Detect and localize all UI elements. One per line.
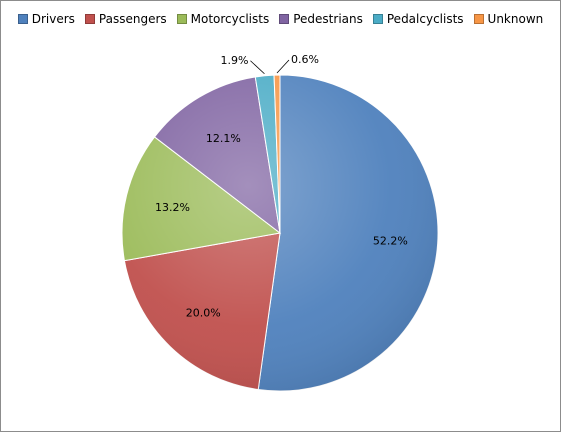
data-label-passengers: 20.0%: [186, 307, 221, 320]
legend-swatch-pedestrians: [279, 14, 290, 24]
legend-item-unknown: Unknown: [473, 12, 544, 26]
legend-item-pedalcyclists: Pedalcyclists: [372, 12, 464, 26]
legend-label-pedestrians: Pedestrians: [293, 12, 363, 26]
legend-label-unknown: Unknown: [487, 12, 544, 26]
pie-shading: [122, 75, 438, 391]
legend-item-pedestrians: Pedestrians: [279, 12, 363, 26]
legend-swatch-unknown: [473, 14, 484, 24]
data-label-unknown: 0.6%: [291, 53, 319, 66]
legend-label-drivers: Drivers: [31, 12, 75, 26]
legend-label-pedalcyclists: Pedalcyclists: [386, 12, 464, 26]
data-label-drivers: 52.2%: [373, 235, 408, 248]
legend-swatch-pedalcyclists: [372, 14, 383, 24]
legend-label-motorcyclists: Motorcyclists: [190, 12, 270, 26]
leader-line-pedalcyclists: [250, 60, 265, 75]
legend-swatch-passengers: [84, 14, 95, 24]
leader-line-unknown: [276, 59, 290, 74]
legend-item-motorcyclists: Motorcyclists: [176, 12, 270, 26]
legend-swatch-motorcyclists: [176, 14, 187, 24]
legend-swatch-drivers: [17, 14, 28, 24]
legend: Drivers Passengers Motorcyclists Pedestr…: [1, 12, 560, 26]
legend-item-passengers: Passengers: [84, 12, 167, 26]
data-label-motorcyclists: 13.2%: [155, 201, 190, 214]
data-label-pedestrians: 12.1%: [206, 132, 241, 145]
data-label-pedalcyclists: 1.9%: [220, 54, 248, 67]
legend-item-drivers: Drivers: [17, 12, 75, 26]
legend-label-passengers: Passengers: [98, 12, 167, 26]
